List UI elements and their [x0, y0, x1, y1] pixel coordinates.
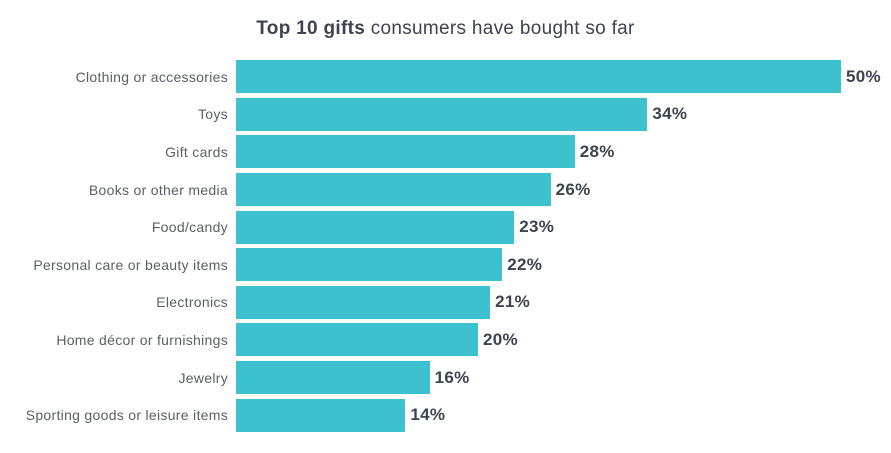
bar	[236, 285, 491, 319]
bar	[236, 60, 841, 94]
bar-track: 22%	[236, 246, 891, 284]
chart-row: Books or other media 26%	[0, 171, 891, 209]
value-label: 26%	[555, 179, 591, 199]
bar-track: 20%	[236, 321, 891, 359]
bar-track: 16%	[236, 359, 891, 397]
category-label: Gift cards	[165, 143, 228, 160]
category-label: Toys	[198, 106, 228, 123]
value-label: 21%	[495, 292, 531, 312]
chart-row: Sporting goods or leisure items 14%	[0, 396, 891, 434]
chart-title-bold: Top 10 gifts	[256, 18, 366, 39]
category-label: Personal care or beauty items	[33, 256, 228, 273]
category-label: Sporting goods or leisure items	[25, 407, 228, 424]
bar-track: 34%	[236, 96, 891, 134]
category-label: Home décor or furnishings	[56, 331, 228, 348]
value-label: 20%	[483, 329, 518, 349]
category-label: Food/candy	[151, 219, 228, 236]
bar	[236, 248, 503, 282]
bar-track: 26%	[236, 171, 891, 209]
chart-row: Electronics 21%	[0, 284, 891, 322]
chart-row: Toys 34%	[0, 96, 891, 134]
chart-title: Top 10 gifts consumers have bought so fa…	[0, 18, 891, 40]
bar-track: 28%	[236, 133, 891, 171]
value-label: 28%	[579, 141, 615, 161]
category-label: Jewelry	[178, 369, 228, 386]
category-label: Books or other media	[88, 181, 228, 198]
bar-track: 21%	[236, 284, 891, 322]
chart-row: Home décor or furnishings 20%	[0, 321, 891, 359]
value-label: 50%	[846, 66, 881, 86]
bar-track: 14%	[236, 396, 891, 434]
bar-track: 23%	[236, 208, 891, 246]
bar	[236, 173, 551, 207]
bar	[236, 135, 575, 169]
chart-row: Gift cards 28%	[0, 133, 891, 171]
category-label: Electronics	[156, 294, 228, 311]
value-label: 34%	[652, 104, 688, 124]
bar	[236, 97, 648, 131]
bar	[236, 210, 515, 244]
bar	[236, 323, 478, 357]
value-label: 22%	[507, 254, 543, 274]
bar	[236, 398, 406, 432]
value-label: 14%	[410, 405, 446, 425]
chart-row: Food/candy 23%	[0, 208, 891, 246]
category-label: Clothing or accessories	[75, 68, 228, 85]
chart-row: Clothing or accessories 50%	[0, 58, 891, 96]
bar-track: 50%	[236, 58, 891, 96]
value-label: 23%	[519, 217, 555, 237]
chart-rows: Clothing or accessories 50% Toys 34% Gift ca…	[0, 58, 891, 434]
value-label: 16%	[434, 367, 470, 387]
chart-row: Jewelry 16%	[0, 359, 891, 397]
chart-row: Personal care or beauty items 22%	[0, 246, 891, 284]
chart-title-regular: consumers have bought so far	[365, 18, 635, 39]
bar	[236, 361, 430, 395]
